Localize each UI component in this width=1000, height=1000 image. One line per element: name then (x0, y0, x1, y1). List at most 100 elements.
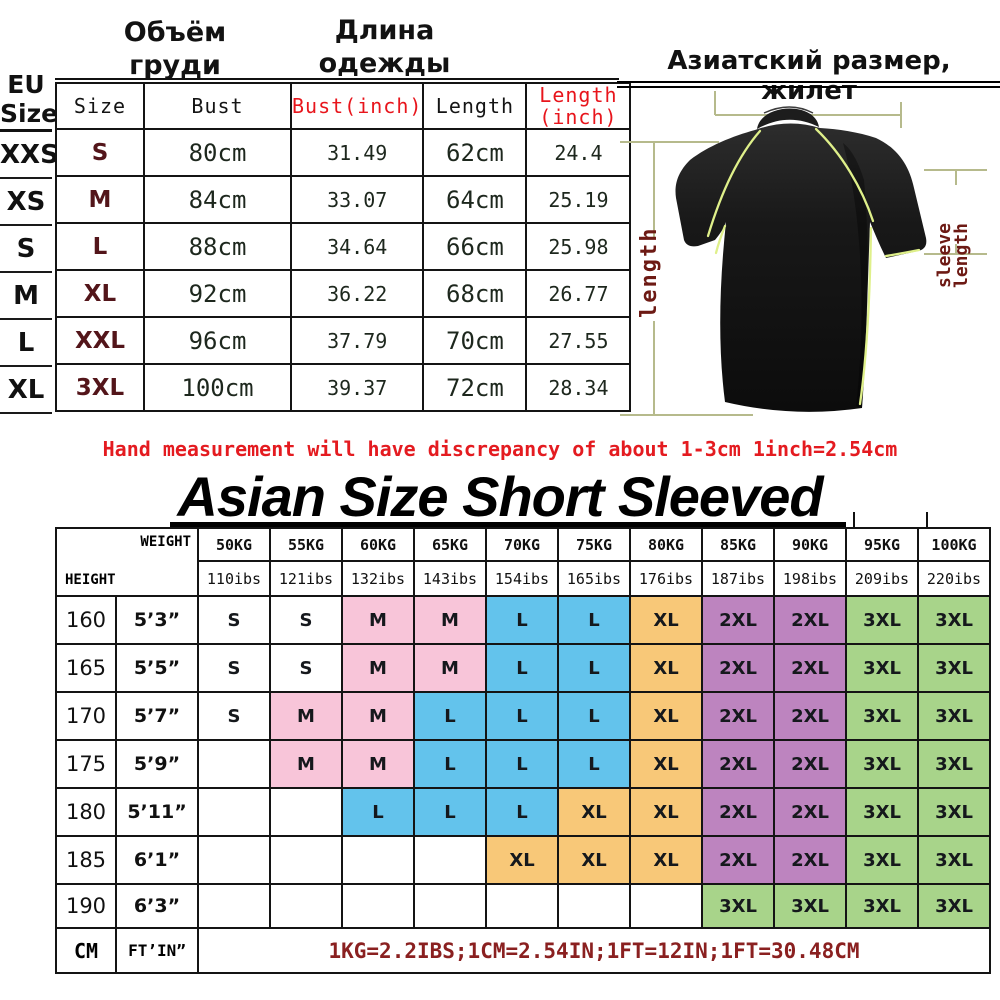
weight-height-diagonal-cell: WEIGHT HEIGHT (55, 527, 199, 597)
weight-lbs-header: 209ibs (845, 560, 919, 597)
matrix-size-cell: M (269, 691, 343, 741)
matrix-size-cell: 3XL (845, 595, 919, 645)
weight-kg-header: 65KG (413, 527, 487, 562)
weight-lbs-header-row: 110ibs 121ibs 132ibs 143ibs 154ibs 165ibs 176i… (56, 560, 991, 597)
matrix-size-cell: L (485, 691, 559, 741)
matrix-size-cell: 2XL (701, 787, 775, 837)
matrix-size-cell: 3XL (701, 883, 775, 929)
matrix-size-cell: S (269, 595, 343, 645)
matrix-size-cell: M (341, 739, 415, 789)
matrix-size-cell: 2XL (773, 595, 847, 645)
matrix-size-cell: 3XL (845, 787, 919, 837)
weight-kg-header: 75KG (557, 527, 631, 562)
height-ft-cell: 5’5” (115, 643, 199, 693)
weight-lbs-header: 132ibs (341, 560, 415, 597)
matrix-size-cell: M (269, 739, 343, 789)
measurement-table: Size Bust Bust(inch) Length Length (inch… (55, 82, 632, 412)
matrix-size-cell: 3XL (917, 883, 991, 929)
matrix-size-cell: M (341, 595, 415, 645)
measurement-row: M 84cm 33.07 64cm 25.19 (55, 175, 632, 224)
measurement-cell: 72cm (422, 363, 528, 412)
matrix-size-cell: L (557, 643, 631, 693)
measurement-cell: S (55, 128, 145, 177)
matrix-size-cell (413, 835, 487, 885)
weight-kg-header: 55KG (269, 527, 343, 562)
height-ft-cell: 5’3” (115, 595, 199, 645)
measurement-cell: 92cm (143, 269, 292, 318)
matrix-size-cell (269, 835, 343, 885)
matrix-size-cell (341, 883, 415, 929)
measurement-cell: 84cm (143, 175, 292, 224)
weight-kg-header: 80KG (629, 527, 703, 562)
weight-kg-header: 90KG (773, 527, 847, 562)
matrix-size-cell: XL (557, 835, 631, 885)
matrix-row: 185 6’1” XL XL XL 2XL 2XL 3XL 3XL (55, 835, 991, 885)
measurement-cell: 3XL (55, 363, 145, 412)
height-cm-cell: 170 (55, 691, 117, 741)
weight-axis-label: WEIGHT (140, 534, 191, 550)
matrix-size-cell: 3XL (845, 883, 919, 929)
length-label: length (637, 226, 662, 318)
measurement-row: XXL 96cm 37.79 70cm 27.55 (55, 316, 632, 365)
length-group-line2: одежды (318, 48, 451, 79)
column-border-stub (853, 512, 855, 527)
section-title: Asian Size Short Sleeved (177, 465, 823, 528)
matrix-size-cell: XL (629, 691, 703, 741)
measurement-cell: 37.79 (289, 316, 425, 365)
measurement-cell: 66cm (422, 222, 528, 271)
measurement-cell: L (55, 222, 145, 271)
eu-size-label: XL (0, 367, 52, 414)
weight-lbs-header: 176ibs (629, 560, 703, 597)
col-header-bust-inch: Bust(inch) (289, 82, 425, 130)
matrix-size-cell: 2XL (773, 691, 847, 741)
weight-kg-header: 95KG (845, 527, 919, 562)
weight-lbs-header: 121ibs (269, 560, 343, 597)
matrix-size-cell: L (485, 643, 559, 693)
matrix-size-cell: L (413, 787, 487, 837)
measurement-cell: 39.37 (289, 363, 425, 412)
measurement-cell: 33.07 (289, 175, 425, 224)
weight-lbs-header: 143ibs (413, 560, 487, 597)
matrix-size-cell: L (557, 595, 631, 645)
matrix-row: 160 5’3” S S M M L L XL 2XL 2XL 3XL 3XL (55, 595, 991, 645)
matrix-size-cell: M (341, 643, 415, 693)
matrix-size-cell: 2XL (701, 835, 775, 885)
matrix-size-cell: XL (485, 835, 559, 885)
measurement-cell: M (55, 175, 145, 224)
measurement-cell: 24.4 (525, 128, 632, 177)
matrix-row: 190 6’3” 3XL 3XL 3XL 3XL (55, 883, 991, 929)
measurement-row: XL 92cm 36.22 68cm 26.77 (55, 269, 632, 318)
shirt-silhouette (675, 123, 927, 412)
eu-size-label: XXS (0, 132, 59, 179)
matrix-row: 165 5’5” S S M M L L XL 2XL 2XL 3XL 3XL (55, 643, 991, 693)
matrix-size-cell (269, 787, 343, 837)
shirt-collar (757, 108, 819, 129)
measurement-guides (620, 91, 987, 416)
bust-group-line2: груди (129, 50, 221, 81)
matrix-size-cell: XL (557, 787, 631, 837)
matrix-size-cell: 2XL (773, 643, 847, 693)
height-ft-cell: 5’11” (115, 787, 199, 837)
height-cm-cell: 180 (55, 787, 117, 837)
matrix-size-cell: 3XL (845, 643, 919, 693)
measurement-cell: 62cm (422, 128, 528, 177)
measurement-cell: 34.64 (289, 222, 425, 271)
matrix-size-cell (557, 883, 631, 929)
matrix-size-cell (197, 739, 271, 789)
measurement-cell: 96cm (143, 316, 292, 365)
matrix-size-cell: XL (629, 739, 703, 789)
matrix-size-cell: 3XL (917, 739, 991, 789)
height-ft-cell: 5’7” (115, 691, 199, 741)
measurement-cell: 36.22 (289, 269, 425, 318)
height-cm-cell: 185 (55, 835, 117, 885)
measurement-row: L 88cm 34.64 66cm 25.98 (55, 222, 632, 271)
matrix-size-cell: 3XL (917, 643, 991, 693)
measurement-cell: 64cm (422, 175, 528, 224)
measurement-cell: 80cm (143, 128, 292, 177)
matrix-size-cell: S (197, 595, 271, 645)
measurement-row: S 80cm 31.49 62cm 24.4 (55, 128, 632, 177)
weight-lbs-header: 165ibs (557, 560, 631, 597)
weight-lbs-header: 110ibs (197, 560, 271, 597)
weight-lbs-header: 154ibs (485, 560, 559, 597)
